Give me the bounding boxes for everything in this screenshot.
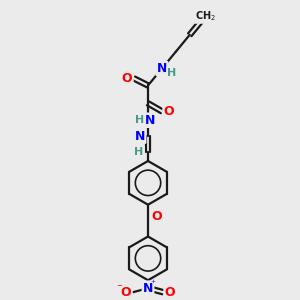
Text: O: O (152, 210, 162, 223)
Text: N: N (143, 282, 153, 295)
Text: $^-$: $^-$ (115, 283, 123, 293)
Text: CH$_2$: CH$_2$ (195, 9, 216, 23)
Text: O: O (164, 105, 174, 118)
Text: N: N (135, 130, 145, 142)
Text: H: H (134, 147, 144, 157)
Text: H: H (135, 115, 145, 125)
Text: $^+$: $^+$ (149, 279, 157, 288)
Text: O: O (165, 286, 175, 299)
Text: O: O (122, 72, 133, 85)
Text: O: O (121, 286, 131, 299)
Text: N: N (145, 114, 155, 127)
Text: H: H (167, 68, 176, 77)
Text: N: N (157, 62, 167, 75)
